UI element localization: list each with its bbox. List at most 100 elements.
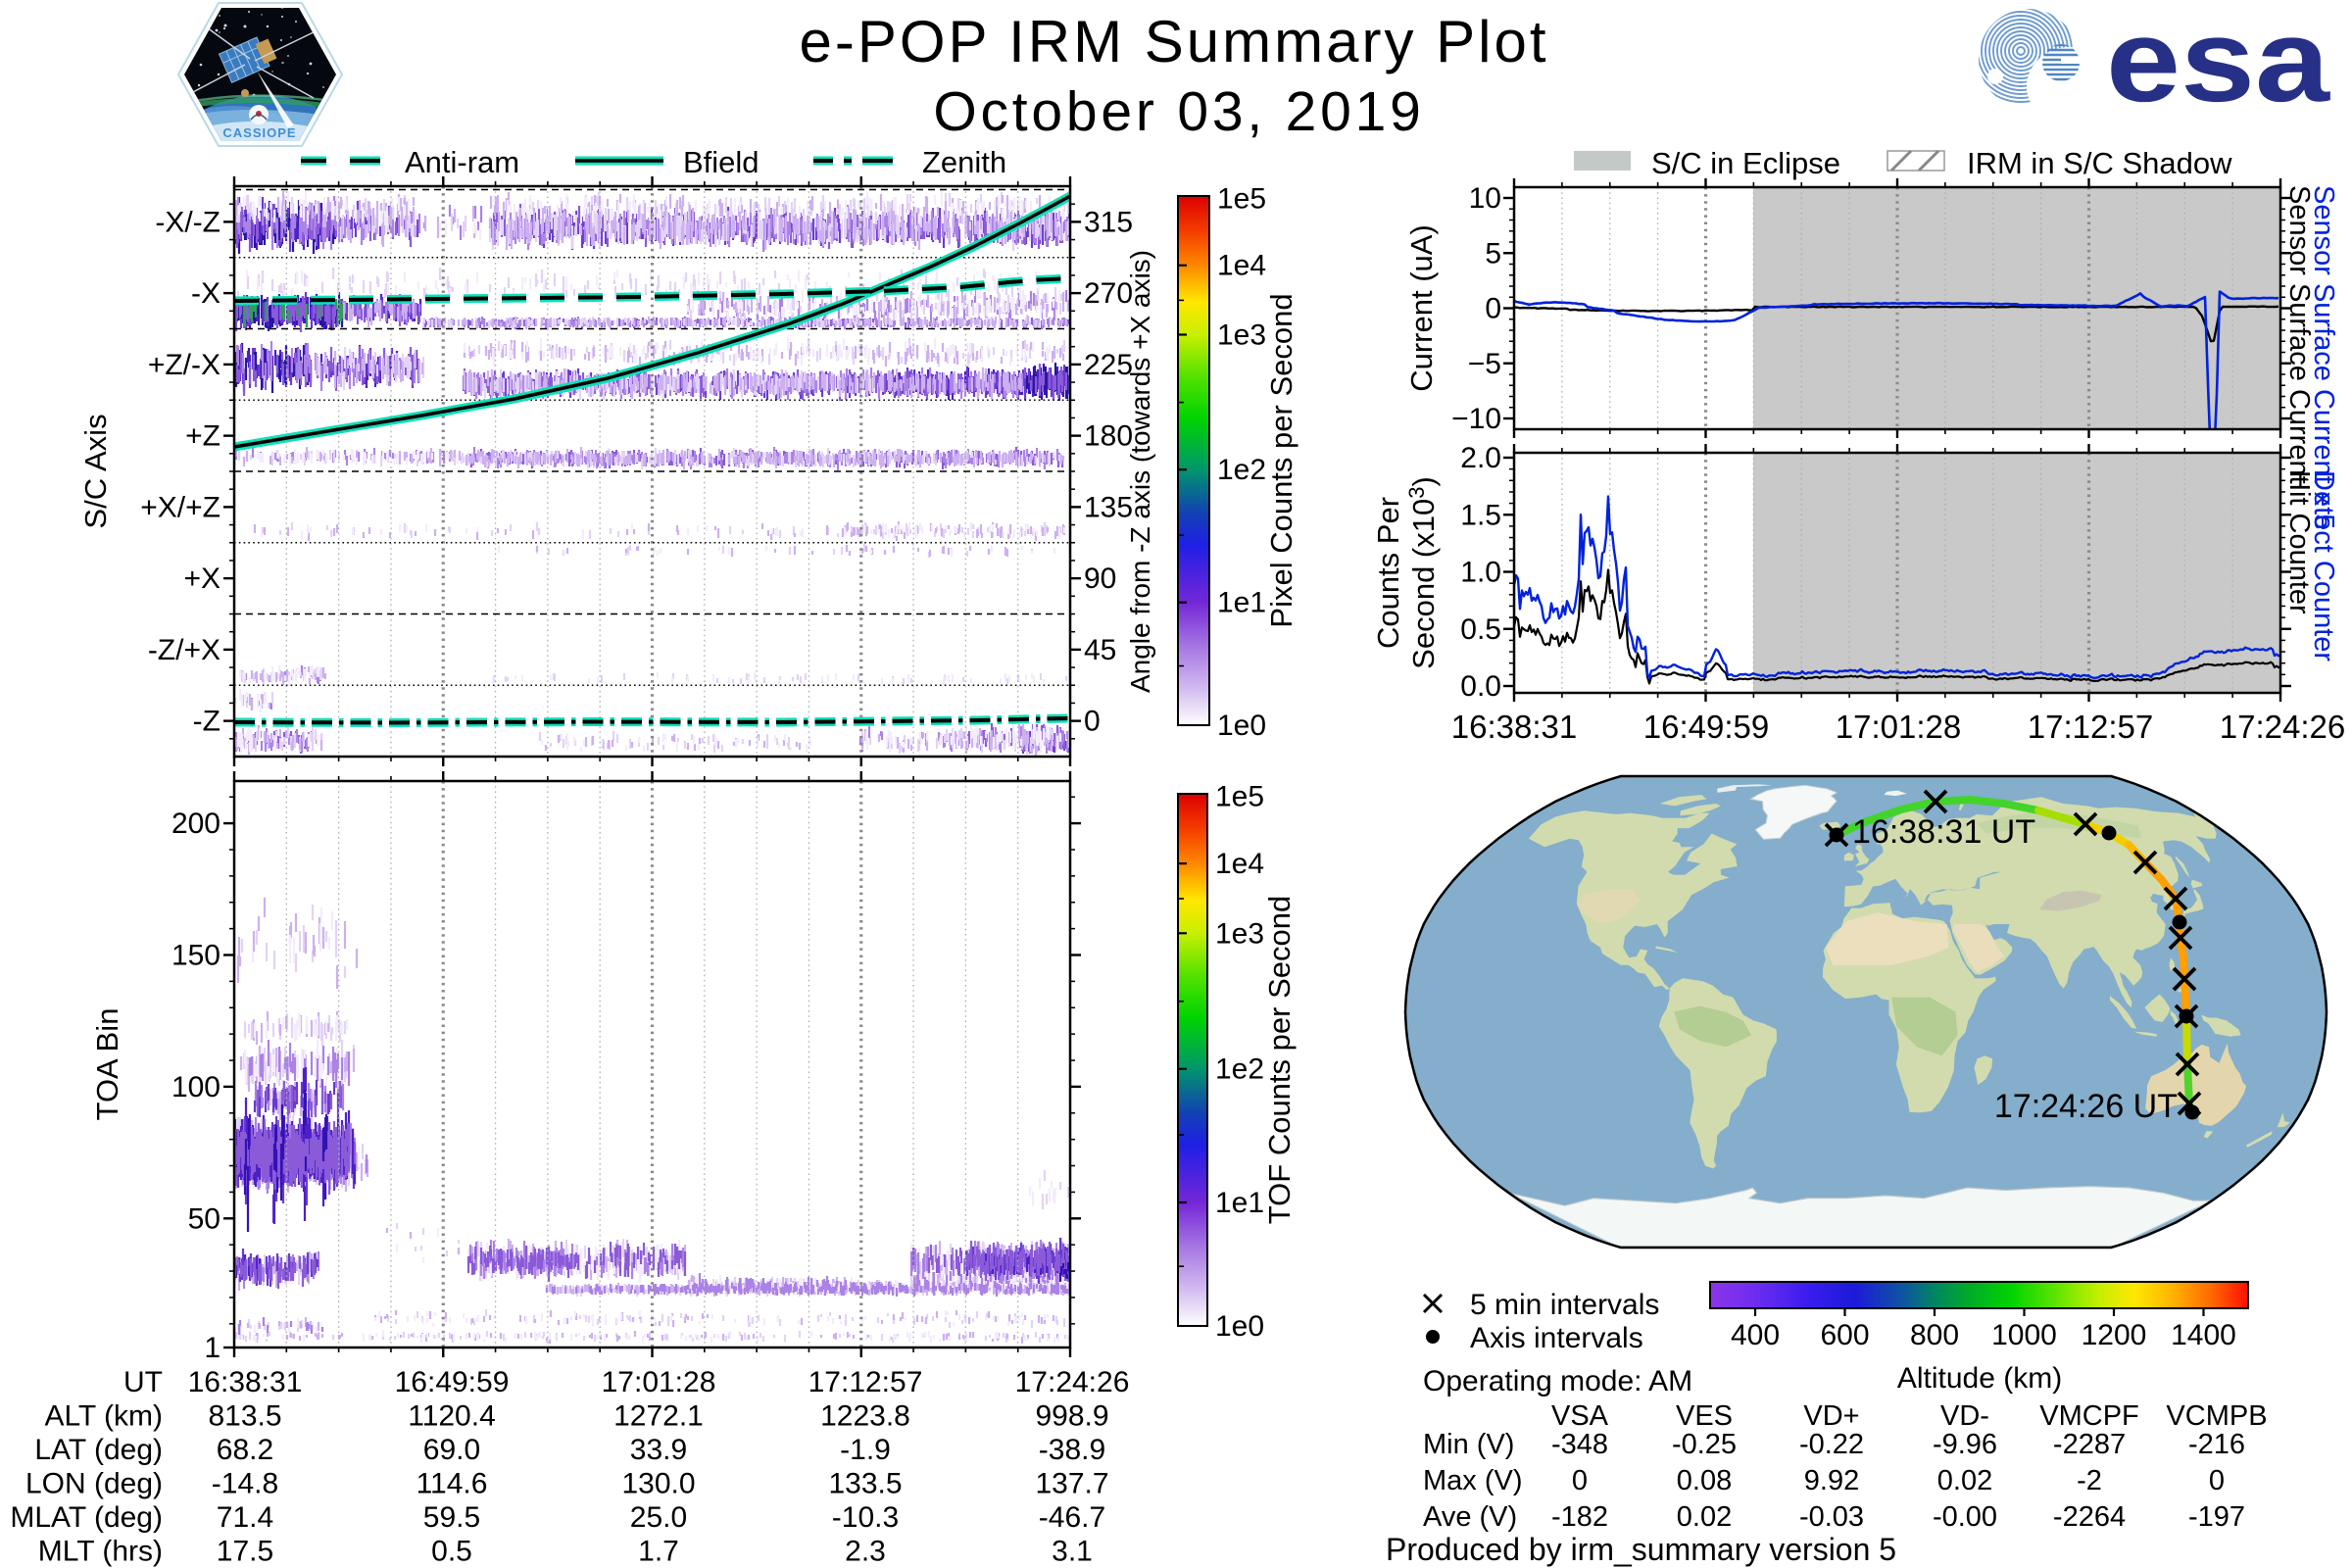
svg-text:68.2: 68.2 bbox=[217, 1434, 273, 1466]
svg-text:0: 0 bbox=[1084, 706, 1101, 738]
svg-text:−5: −5 bbox=[1468, 348, 1501, 380]
svg-text:Altitude (km): Altitude (km) bbox=[1897, 1362, 2062, 1395]
svg-text:1.5: 1.5 bbox=[1460, 499, 1501, 531]
svg-text:1.7: 1.7 bbox=[638, 1536, 679, 1568]
svg-text:1e4: 1e4 bbox=[1215, 848, 1264, 880]
svg-text:Sensor Surface Current x 5: Sensor Surface Current x 5 bbox=[2308, 185, 2339, 529]
svg-text:Operating mode: AM: Operating mode: AM bbox=[1423, 1365, 1692, 1397]
svg-text:+X/+Z: +X/+Z bbox=[140, 491, 220, 523]
svg-text:1: 1 bbox=[204, 1332, 220, 1364]
svg-text:150: 150 bbox=[172, 939, 220, 971]
svg-text:5 min intervals: 5 min intervals bbox=[1470, 1289, 1659, 1321]
svg-text:1000: 1000 bbox=[1991, 1319, 2057, 1351]
svg-text:0.08: 0.08 bbox=[1677, 1465, 1732, 1496]
svg-text:16:49:59: 16:49:59 bbox=[1643, 709, 1769, 745]
svg-text:800: 800 bbox=[1910, 1319, 1959, 1351]
svg-text:esa: esa bbox=[2106, 0, 2330, 126]
svg-text:1e2: 1e2 bbox=[1215, 1054, 1264, 1086]
svg-text:1e0: 1e0 bbox=[1215, 1310, 1264, 1343]
svg-text:S/C in Eclipse: S/C in Eclipse bbox=[1651, 146, 1840, 180]
svg-text:-2287: -2287 bbox=[2053, 1429, 2126, 1460]
svg-text:-2264: -2264 bbox=[2053, 1501, 2126, 1533]
svg-text:2.3: 2.3 bbox=[845, 1536, 886, 1568]
svg-text:90: 90 bbox=[1084, 563, 1116, 595]
svg-text:-0.00: -0.00 bbox=[1933, 1501, 1997, 1533]
svg-text:16:38:31: 16:38:31 bbox=[188, 1366, 303, 1398]
svg-text:0.02: 0.02 bbox=[1937, 1465, 1992, 1496]
svg-text:400: 400 bbox=[1731, 1319, 1780, 1351]
svg-text:1e4: 1e4 bbox=[1217, 250, 1266, 282]
svg-text:+Z: +Z bbox=[185, 420, 220, 453]
svg-text:Ave (V): Ave (V) bbox=[1423, 1501, 1517, 1533]
svg-text:0: 0 bbox=[2209, 1465, 2225, 1496]
svg-text:-38.9: -38.9 bbox=[1039, 1434, 1105, 1466]
svg-text:Max (V): Max (V) bbox=[1423, 1465, 1523, 1496]
svg-text:ALT (km): ALT (km) bbox=[44, 1400, 163, 1433]
svg-text:+X: +X bbox=[183, 563, 220, 595]
svg-text:180: 180 bbox=[1084, 420, 1133, 453]
svg-text:0.5: 0.5 bbox=[431, 1536, 472, 1568]
svg-text:33.9: 33.9 bbox=[630, 1434, 687, 1466]
svg-text:TOA Bin: TOA Bin bbox=[90, 1008, 124, 1121]
svg-text:IRM in S/C Shadow: IRM in S/C Shadow bbox=[1967, 146, 2232, 180]
svg-text:17.5: 17.5 bbox=[217, 1536, 273, 1568]
svg-text:Hit Counter: Hit Counter bbox=[2283, 470, 2315, 614]
svg-text:135: 135 bbox=[1084, 491, 1133, 523]
svg-text:VD+: VD+ bbox=[1803, 1400, 1859, 1432]
svg-text:-182: -182 bbox=[1551, 1501, 1608, 1533]
svg-text:S/C Axis: S/C Axis bbox=[78, 414, 113, 528]
svg-text:130.0: 130.0 bbox=[621, 1468, 695, 1500]
svg-text:MLT (hrs): MLT (hrs) bbox=[38, 1536, 163, 1568]
svg-text:69.0: 69.0 bbox=[423, 1434, 480, 1466]
svg-text:315: 315 bbox=[1084, 206, 1133, 238]
svg-text:Zenith: Zenith bbox=[922, 145, 1006, 179]
svg-text:TOF Counts per Second: TOF Counts per Second bbox=[1262, 896, 1297, 1224]
svg-text:VMCPF: VMCPF bbox=[2039, 1400, 2139, 1432]
svg-text:1272.1: 1272.1 bbox=[613, 1400, 704, 1433]
svg-text:3.1: 3.1 bbox=[1052, 1536, 1093, 1568]
svg-text:VD-: VD- bbox=[1940, 1400, 1989, 1432]
svg-text:-X/-Z: -X/-Z bbox=[155, 206, 220, 238]
svg-text:16:38:31 UT: 16:38:31 UT bbox=[1852, 813, 2035, 851]
svg-text:2.0: 2.0 bbox=[1460, 442, 1501, 474]
svg-text:CASSIOPE: CASSIOPE bbox=[222, 125, 296, 140]
svg-text:45: 45 bbox=[1084, 634, 1116, 666]
svg-text:71.4: 71.4 bbox=[217, 1501, 273, 1534]
svg-text:59.5: 59.5 bbox=[423, 1501, 480, 1534]
svg-text:1e0: 1e0 bbox=[1217, 710, 1266, 742]
svg-text:17:12:57: 17:12:57 bbox=[808, 1366, 923, 1398]
svg-text:100: 100 bbox=[172, 1071, 220, 1103]
svg-text:UT: UT bbox=[123, 1366, 163, 1398]
svg-text:9.92: 9.92 bbox=[1804, 1465, 1859, 1496]
svg-text:Counts Per: Counts Per bbox=[1371, 497, 1405, 649]
svg-text:225: 225 bbox=[1084, 349, 1133, 381]
svg-text:-348: -348 bbox=[1551, 1429, 1608, 1460]
svg-text:MLAT (deg): MLAT (deg) bbox=[10, 1501, 163, 1534]
svg-text:200: 200 bbox=[172, 808, 220, 840]
svg-text:-1.9: -1.9 bbox=[840, 1434, 891, 1466]
svg-text:0: 0 bbox=[1485, 293, 1501, 325]
svg-text:e-POP IRM Summary Plot: e-POP IRM Summary Plot bbox=[799, 9, 1548, 74]
svg-text:0.02: 0.02 bbox=[1677, 1501, 1732, 1533]
svg-text:-46.7: -46.7 bbox=[1039, 1501, 1105, 1534]
svg-text:+Z/-X: +Z/-X bbox=[148, 349, 220, 381]
svg-text:17:01:28: 17:01:28 bbox=[602, 1366, 716, 1398]
svg-text:Produced by irm_summary versio: Produced by irm_summary version 5 bbox=[1386, 1532, 1896, 1567]
svg-text:0: 0 bbox=[1572, 1465, 1588, 1496]
svg-text:114.6: 114.6 bbox=[416, 1468, 488, 1500]
svg-text:-Z: -Z bbox=[193, 706, 220, 738]
svg-text:813.5: 813.5 bbox=[208, 1400, 281, 1433]
svg-text:133.5: 133.5 bbox=[828, 1468, 902, 1500]
svg-text:1120.4: 1120.4 bbox=[408, 1400, 496, 1433]
svg-text:−10: −10 bbox=[1451, 403, 1501, 435]
svg-text:-14.8: -14.8 bbox=[212, 1468, 278, 1500]
svg-text:5: 5 bbox=[1485, 237, 1501, 270]
svg-text:Min (V): Min (V) bbox=[1423, 1429, 1514, 1460]
svg-text:17:24:26: 17:24:26 bbox=[2220, 709, 2345, 745]
svg-text:-2: -2 bbox=[2077, 1465, 2102, 1496]
svg-text:998.9: 998.9 bbox=[1035, 1400, 1108, 1433]
svg-text:LON (deg): LON (deg) bbox=[25, 1468, 163, 1500]
svg-text:137.7: 137.7 bbox=[1035, 1468, 1108, 1500]
svg-text:0.5: 0.5 bbox=[1460, 613, 1501, 646]
svg-text:1e5: 1e5 bbox=[1215, 781, 1264, 813]
